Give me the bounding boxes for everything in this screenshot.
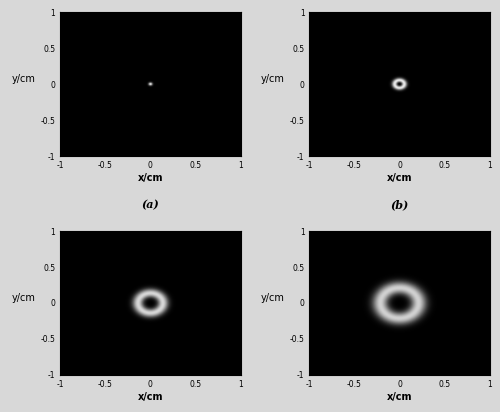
Y-axis label: y/cm: y/cm	[261, 74, 285, 84]
Y-axis label: y/cm: y/cm	[261, 293, 285, 303]
X-axis label: x/cm: x/cm	[387, 391, 412, 402]
Text: (a): (a)	[142, 199, 159, 211]
Y-axis label: y/cm: y/cm	[12, 293, 36, 303]
Text: (b): (b)	[390, 199, 409, 211]
Y-axis label: y/cm: y/cm	[12, 74, 36, 84]
X-axis label: x/cm: x/cm	[387, 173, 412, 183]
X-axis label: x/cm: x/cm	[138, 391, 163, 402]
X-axis label: x/cm: x/cm	[138, 173, 163, 183]
